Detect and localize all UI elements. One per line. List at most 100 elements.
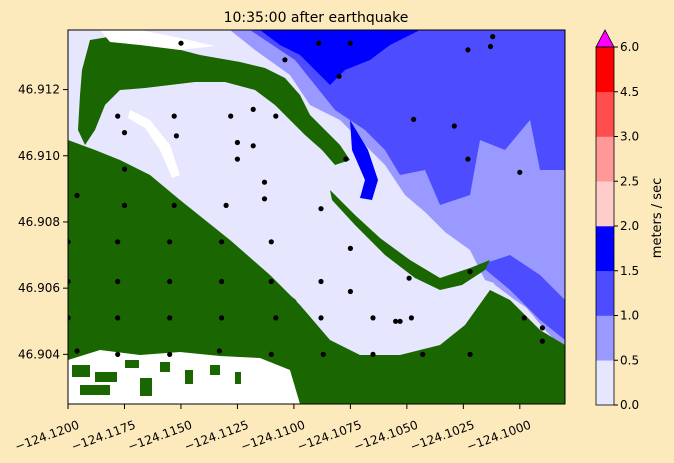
velocity-marker xyxy=(451,123,457,129)
velocity-marker xyxy=(343,156,349,162)
velocity-marker xyxy=(318,278,324,285)
velocity-marker xyxy=(467,351,473,357)
velocity-marker xyxy=(121,202,128,208)
velocity-marker xyxy=(273,113,279,119)
velocity-marker xyxy=(219,239,225,245)
colorbar: 0.0 0.5 1.0 1.5 2.0 2.5 3.0 4.5 6.0 xyxy=(595,29,639,412)
velocity-marker xyxy=(219,315,225,321)
velocity-marker xyxy=(261,179,268,185)
colorbar-band xyxy=(596,181,614,227)
velocity-marker xyxy=(316,40,322,46)
colorbar-tick-label: 0.5 xyxy=(620,353,639,367)
x-axis: −124.1200−124.1175−124.1150−124.1125−124… xyxy=(13,404,533,454)
y-tick-label: 46.904 xyxy=(18,347,60,361)
velocity-marker xyxy=(121,130,128,136)
velocity-marker xyxy=(74,348,80,354)
velocity-region-1.5-2.0 xyxy=(260,30,420,85)
colorbar-tick-label: 0.0 xyxy=(620,398,639,412)
y-tick-label: 46.912 xyxy=(18,83,60,97)
colorbar-band xyxy=(596,315,614,361)
colorbar-tick-label: 2.5 xyxy=(620,174,639,188)
colorbar-band xyxy=(596,47,614,93)
velocity-marker xyxy=(228,113,234,119)
land-bar xyxy=(330,190,490,290)
colorbar-tick-label: 1.5 xyxy=(620,264,639,278)
velocity-marker xyxy=(393,318,399,324)
velocity-marker xyxy=(171,202,177,208)
colorbar-band xyxy=(596,360,614,406)
velocity-marker xyxy=(115,315,121,321)
x-tick-label: −124.1075 xyxy=(295,418,363,454)
velocity-marker xyxy=(178,40,184,46)
dry-strip-inner xyxy=(128,110,180,178)
velocity-marker xyxy=(347,288,353,295)
velocity-channel-1.5-2.0 xyxy=(350,120,378,200)
velocity-marker xyxy=(167,351,173,357)
y-tick-label: 46.910 xyxy=(18,149,60,163)
colorbar-tick-label: 3.0 xyxy=(620,130,639,144)
plot-frame xyxy=(67,29,566,405)
velocity-marker xyxy=(487,43,494,50)
colorbar-band xyxy=(596,91,614,137)
x-tick-label: −124.1025 xyxy=(408,418,476,454)
velocity-marker xyxy=(268,278,274,285)
y-axis: 46.904 46.906 46.908 46.910 46.912 xyxy=(18,83,68,361)
velocity-marker xyxy=(273,315,279,321)
velocity-marker xyxy=(250,106,256,112)
x-tick-label: −124.1100 xyxy=(239,418,307,454)
velocity-marker xyxy=(261,196,268,202)
velocity-marker xyxy=(74,192,80,199)
velocity-marker xyxy=(115,113,121,119)
velocity-marker xyxy=(234,156,240,162)
velocity-marker xyxy=(121,166,128,172)
x-tick-label: −124.1150 xyxy=(126,418,194,454)
colorbar-band xyxy=(596,226,614,272)
colorbar-band xyxy=(596,136,614,182)
velocity-marker xyxy=(347,40,353,46)
velocity-marker xyxy=(173,133,179,139)
velocity-marker xyxy=(68,239,71,245)
velocity-marker xyxy=(490,34,496,40)
x-tick-label: −124.1050 xyxy=(352,418,420,454)
x-tick-label: −124.1000 xyxy=(465,418,533,454)
velocity-marker xyxy=(223,202,229,208)
velocity-marker xyxy=(234,139,240,146)
land-upper-left xyxy=(100,40,230,72)
velocity-marker xyxy=(347,245,353,251)
velocity-marker xyxy=(406,275,412,281)
velocity-marker xyxy=(115,239,121,245)
velocity-marker xyxy=(167,278,173,285)
velocity-marker xyxy=(397,318,403,324)
land-south-shore xyxy=(68,170,565,404)
velocity-marker xyxy=(115,351,121,357)
chart-title: 10:35:00 after earthquake xyxy=(224,10,409,26)
velocity-marker xyxy=(336,73,342,79)
velocity-marker xyxy=(68,278,71,285)
velocity-marker xyxy=(411,116,417,122)
velocity-marker xyxy=(539,325,546,331)
velocity-markers xyxy=(68,34,546,357)
colorbar-extend-triangle xyxy=(595,29,615,48)
x-tick-label: −124.1125 xyxy=(182,418,250,454)
y-tick-label: 46.906 xyxy=(18,281,60,295)
y-tick-label: 46.908 xyxy=(18,215,60,229)
plot-area xyxy=(68,30,565,404)
velocity-marker xyxy=(250,143,256,149)
velocity-marker xyxy=(268,351,274,357)
velocity-marker xyxy=(420,351,426,357)
velocity-marker xyxy=(517,169,523,175)
velocity-marker xyxy=(68,315,71,321)
velocity-marker xyxy=(320,351,326,357)
velocity-marker xyxy=(465,156,471,162)
x-tick-label: −124.1175 xyxy=(69,418,137,454)
colorbar-band xyxy=(596,270,614,316)
velocity-marker xyxy=(467,269,473,275)
dry-strip-north xyxy=(100,30,215,50)
velocity-marker xyxy=(521,315,527,321)
velocity-marker xyxy=(465,47,471,53)
velocity-marker xyxy=(370,315,376,321)
colorbar-tick-label: 6.0 xyxy=(620,40,639,54)
x-tick-label: −124.1200 xyxy=(13,418,81,454)
velocity-marker xyxy=(318,206,324,212)
